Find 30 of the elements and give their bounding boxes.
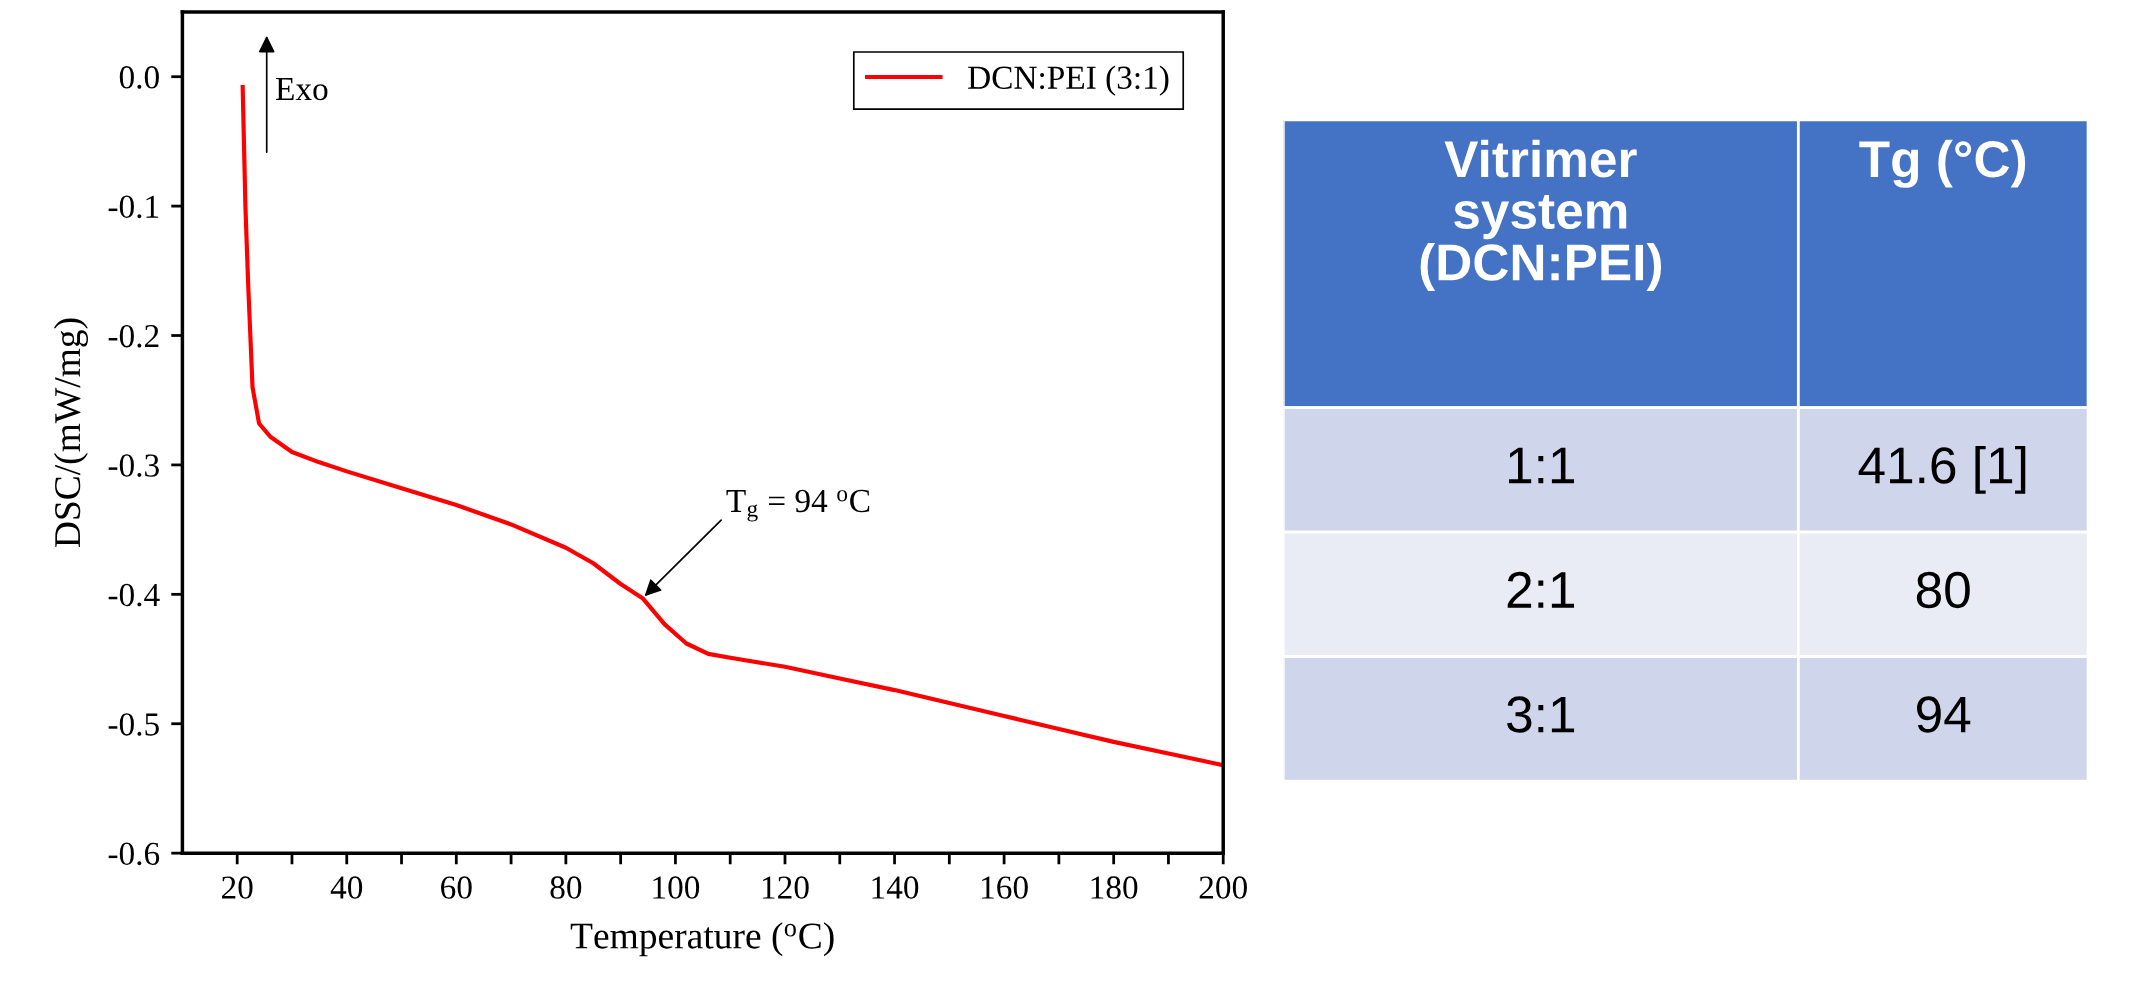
y-tick-label: -0.6	[108, 842, 160, 866]
x-tick-label: 40	[330, 876, 363, 899]
x-tick-label: 100	[653, 876, 700, 899]
x-axis-title: Temperature ($^{o}$C)	[570, 922, 834, 957]
y-tick-label: -0.4	[108, 583, 160, 607]
annotation: Exo	[276, 78, 328, 101]
annotation: T$_{g}$ = 94 $^{o}$C	[726, 489, 870, 522]
y-tick-label: -0.1	[108, 195, 159, 219]
y-tick-label: -0.2	[108, 324, 159, 348]
text: 1:1	[1509, 447, 1575, 484]
x-tick-label: 160	[982, 876, 1028, 899]
category-label: Tg (°C)	[1859, 139, 2026, 188]
x-tick-label: 120	[762, 876, 809, 899]
x-tick-label: 20	[221, 876, 253, 899]
x-tick-label: 60	[441, 876, 472, 899]
y-tick-label: -0.5	[108, 713, 159, 736]
x-tick-label: 80	[550, 876, 582, 899]
text: 94	[1917, 696, 1971, 733]
category-label: Vitrimer system (DCN:PEI)	[1420, 139, 1662, 291]
legend-label: DCN:PEI (3:1)	[968, 65, 1169, 96]
text: 41.6 [1]	[1858, 445, 2026, 494]
text: 3:1	[1507, 696, 1575, 733]
y-tick-label: -0.3	[108, 454, 159, 477]
x-tick-label: 200	[1199, 876, 1247, 899]
text: 80	[1916, 571, 1970, 609]
y-tick-label: 0.0	[119, 66, 159, 89]
x-tick-label: 180	[1091, 876, 1138, 899]
text: 2:1	[1507, 571, 1575, 608]
y-axis-title: DSC/(mW/mg)	[53, 318, 88, 548]
x-tick-label: 140	[872, 876, 919, 899]
